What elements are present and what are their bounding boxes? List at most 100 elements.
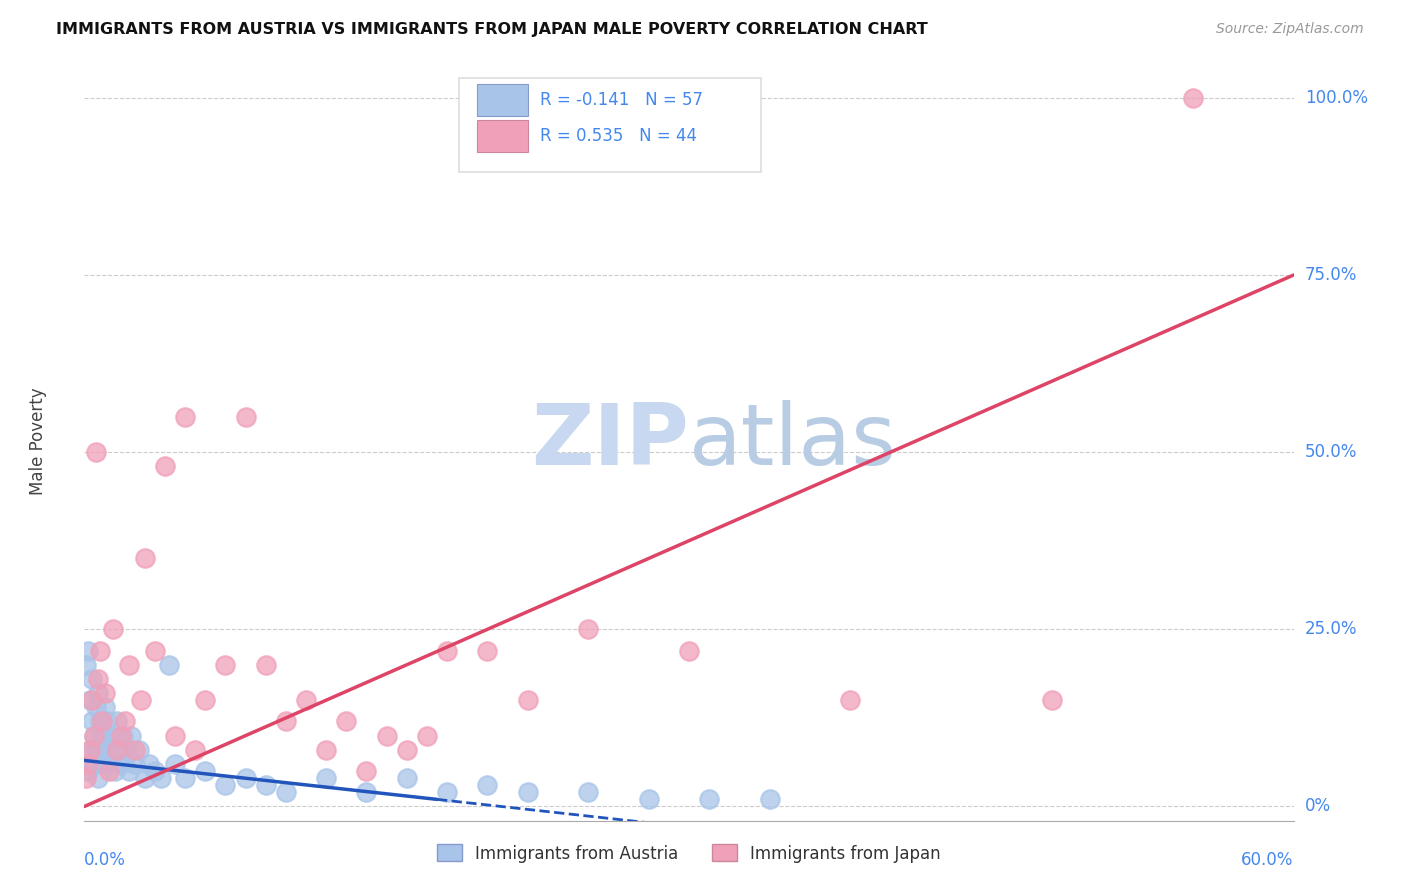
Point [477,778,499,792]
Point [395,771,418,785]
Point [75,657,97,672]
Point [89,643,111,657]
Point [87,771,110,785]
Point [93,686,115,700]
Point [86,445,108,459]
Point [110,756,132,771]
Point [274,714,297,729]
FancyBboxPatch shape [478,120,529,152]
Point [477,643,499,657]
Point [91,714,114,729]
Point [235,771,257,785]
Point [105,714,128,729]
Point [86,743,108,757]
Point [165,729,187,743]
Point [82,672,104,686]
Point [114,750,136,764]
Point [79,693,101,707]
Point [839,693,862,707]
Point [129,693,152,707]
Point [184,743,207,757]
Text: IMMIGRANTS FROM AUSTRIA VS IMMIGRANTS FROM JAPAN MALE POVERTY CORRELATION CHART: IMMIGRANTS FROM AUSTRIA VS IMMIGRANTS FR… [56,22,928,37]
Point [214,657,236,672]
Point [101,623,124,637]
Point [758,792,780,806]
Point [375,729,398,743]
Point [1181,91,1204,105]
Point [96,743,118,757]
Point [89,714,111,729]
Point [138,756,160,771]
Point [93,700,115,714]
Point [104,764,127,778]
Text: 0%: 0% [1305,797,1330,815]
Point [114,714,136,729]
Point [97,764,120,778]
Point [97,756,120,771]
Point [79,743,101,757]
Point [115,743,138,757]
Point [153,459,176,474]
Point [436,643,458,657]
Text: 50.0%: 50.0% [1305,443,1357,461]
Point [77,764,100,778]
Point [143,643,166,657]
Point [83,756,105,771]
Point [295,693,318,707]
Point [637,792,659,806]
Point [120,729,142,743]
Point [274,785,297,799]
Point [157,657,180,672]
Point [356,785,378,799]
Point [174,409,197,424]
Point [93,729,115,743]
Point [79,743,101,757]
Point [143,764,166,778]
Point [91,729,114,743]
Point [576,623,599,637]
Point [416,729,439,743]
Point [315,743,337,757]
Point [118,657,141,672]
Point [1040,693,1063,707]
Point [254,657,277,672]
Point [335,714,357,729]
Point [110,729,132,743]
Point [134,551,156,566]
Point [86,700,108,714]
Point [678,643,700,657]
FancyBboxPatch shape [478,85,529,116]
Point [82,693,104,707]
Point [356,764,378,778]
Point [128,743,150,757]
Text: R = -0.141   N = 57: R = -0.141 N = 57 [540,91,703,110]
Text: 60.0%: 60.0% [1241,851,1294,869]
Text: R = 0.535   N = 44: R = 0.535 N = 44 [540,127,697,145]
Point [83,729,105,743]
Text: ZIP: ZIP [531,400,689,483]
Text: Source: ZipAtlas.com: Source: ZipAtlas.com [1216,22,1364,37]
Point [149,771,172,785]
Point [77,643,100,657]
Point [395,743,418,757]
Point [107,743,129,757]
Point [82,714,104,729]
Point [83,729,105,743]
Legend: Immigrants from Austria, Immigrants from Japan: Immigrants from Austria, Immigrants from… [430,838,948,869]
Point [77,756,100,771]
Point [118,764,141,778]
Text: 100.0%: 100.0% [1305,89,1368,107]
Point [235,409,257,424]
Point [134,771,156,785]
Point [101,743,124,757]
Point [91,756,114,771]
Point [87,686,110,700]
Point [105,743,128,757]
Point [124,743,146,757]
Point [436,785,458,799]
Point [124,756,146,771]
Text: 0.0%: 0.0% [84,851,127,869]
Point [75,771,97,785]
Point [111,729,134,743]
Point [214,778,236,792]
